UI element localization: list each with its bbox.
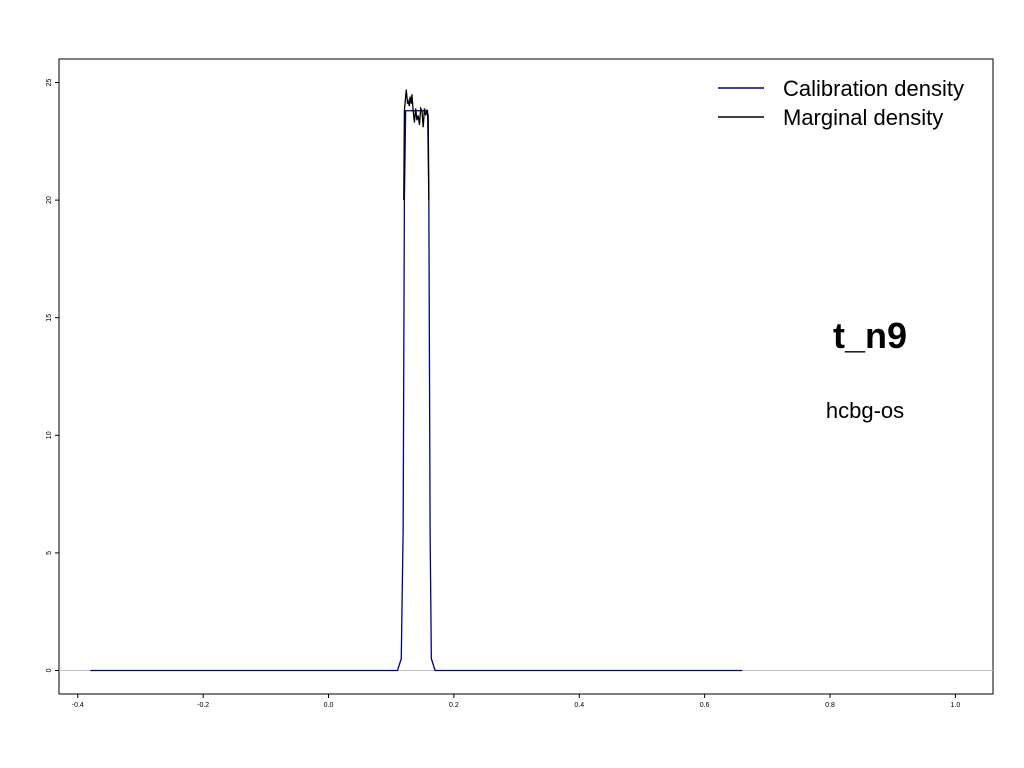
- legend: Calibration density Marginal density: [718, 76, 964, 130]
- x-tick-label: 0.6: [700, 702, 710, 709]
- x-tick-label: 0.2: [449, 702, 459, 709]
- chart-subtitle: hcbg-os: [826, 398, 904, 423]
- y-tick-label: 10: [46, 431, 53, 439]
- x-tick-label: -0.4: [72, 702, 84, 709]
- legend-label-marginal: Marginal density: [783, 105, 943, 130]
- y-tick-label: 0: [46, 668, 53, 672]
- x-tick-label: 1.0: [951, 702, 961, 709]
- legend-label-calibration: Calibration density: [783, 76, 964, 101]
- y-tick-label: 25: [46, 79, 53, 87]
- series-line-marginal-density: [403, 89, 430, 201]
- series-line-calibration-density: [90, 110, 743, 672]
- y-tick-label: 5: [46, 551, 53, 555]
- y-tick-label: 20: [46, 196, 53, 204]
- chart-title: t_n9: [833, 315, 907, 356]
- x-tick-label: 0.8: [825, 702, 835, 709]
- x-tick-label: 0.4: [574, 702, 584, 709]
- y-tick-label: 15: [46, 314, 53, 322]
- x-tick-label: 0.0: [324, 702, 334, 709]
- plot-frame: [58, 58, 994, 695]
- x-tick-label: -0.2: [197, 702, 209, 709]
